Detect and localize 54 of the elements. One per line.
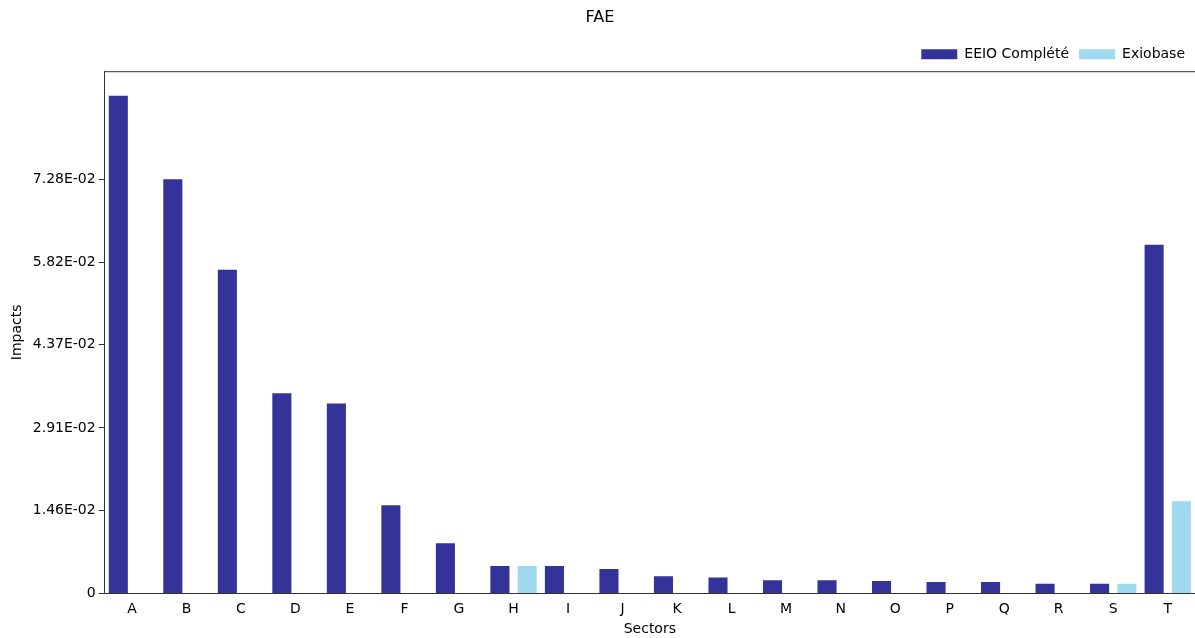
bar [1117, 583, 1137, 593]
bar [517, 566, 537, 593]
bar [599, 568, 619, 593]
x-tick-label: M [780, 600, 793, 617]
bar [1144, 244, 1164, 593]
x-tick-label: P [945, 600, 954, 617]
x-tick-label: I [566, 600, 571, 617]
x-tick-label: O [889, 600, 901, 617]
bar [163, 179, 183, 593]
x-tick-label: K [672, 600, 683, 617]
x-tick-label: E [345, 600, 355, 617]
x-tick-label: A [127, 600, 138, 617]
x-tick-label: R [1053, 600, 1064, 617]
x-tick-label: C [236, 600, 247, 617]
x-tick-label: S [1108, 600, 1118, 617]
bar [1090, 583, 1110, 593]
bar [653, 576, 674, 593]
bar [272, 393, 292, 593]
x-tick-label: N [835, 600, 846, 617]
bar [926, 582, 946, 593]
bar [871, 580, 892, 593]
y-tick-label: 0 [86, 584, 96, 601]
legend-label: EEIO Complété [964, 44, 1070, 61]
y-axis-title: Impacts [8, 304, 25, 361]
y-tick-label: 7.28E-02 [32, 169, 96, 186]
x-tick-label: J [619, 600, 625, 617]
x-tick-label: T [1162, 600, 1173, 617]
bar [490, 566, 510, 593]
x-tick-label: F [400, 600, 409, 617]
y-tick-label: 2.91E-02 [32, 418, 96, 435]
y-tick-label: 1.46E-02 [32, 500, 96, 517]
bar [817, 580, 837, 593]
bar [762, 580, 783, 593]
bar [108, 95, 128, 593]
y-tick-label: 5.82E-02 [32, 252, 96, 269]
x-tick-label: Q [998, 600, 1010, 617]
bar [708, 577, 728, 593]
x-tick-label: H [508, 600, 519, 617]
y-tick-label: 4.37E-02 [32, 335, 96, 352]
bar [217, 269, 237, 593]
bar [381, 505, 401, 593]
chart-title: FAE [585, 6, 615, 26]
bar [981, 582, 1001, 593]
bar [326, 403, 346, 593]
x-tick-label: B [181, 600, 192, 617]
x-tick-label: G [453, 600, 465, 617]
bar [1171, 501, 1191, 593]
bar [435, 543, 455, 593]
bar [544, 566, 564, 593]
bar [1035, 583, 1055, 593]
x-tick-label: D [290, 600, 301, 617]
legend-label: Exiobase [1122, 44, 1186, 61]
x-axis-title: Sectors [623, 620, 676, 637]
x-tick-label: L [727, 600, 736, 617]
